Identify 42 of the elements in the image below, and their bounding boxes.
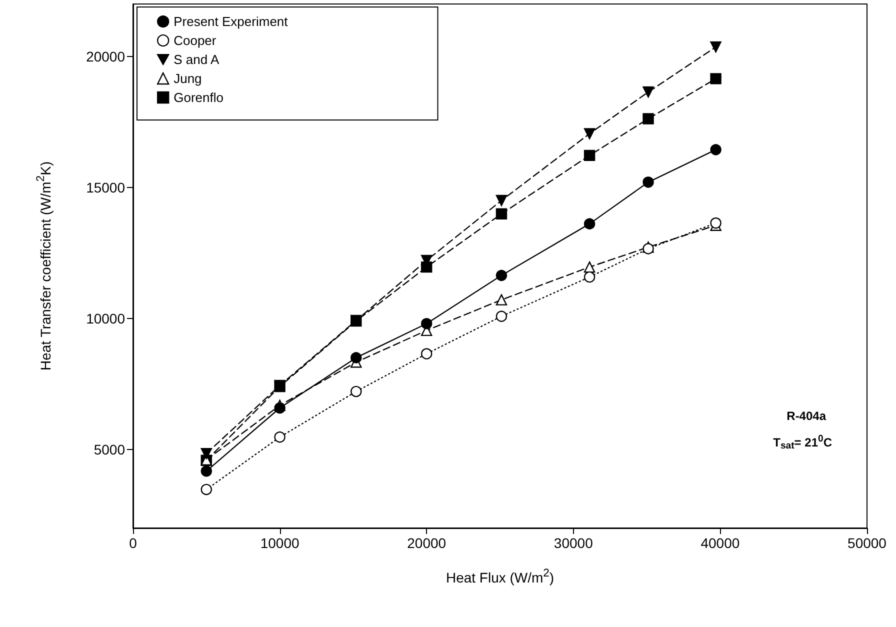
point — [350, 352, 362, 364]
y-tick-label: 5000 — [94, 441, 126, 458]
y-tick-label: 15000 — [86, 179, 126, 196]
point — [496, 310, 508, 322]
annotation: R-404a — [786, 409, 826, 423]
point — [274, 402, 286, 414]
point — [710, 73, 722, 84]
point — [710, 41, 722, 53]
point — [642, 86, 654, 98]
point — [642, 176, 654, 188]
x-tick-label: 40000 — [700, 535, 740, 551]
x-tick-label: 50000 — [848, 535, 887, 551]
point — [350, 386, 362, 398]
point — [200, 484, 212, 496]
point — [496, 208, 508, 220]
point — [584, 128, 596, 140]
legend-label: Present Experiment — [174, 14, 288, 29]
point — [274, 431, 286, 443]
point — [496, 270, 508, 282]
legend-label: S and A — [174, 52, 220, 67]
y-axis-title: Heat Transfer coefficient (W/m2K) — [35, 161, 54, 371]
x-tick-label: 30000 — [554, 535, 594, 551]
point — [200, 466, 212, 477]
point — [496, 194, 508, 206]
point — [710, 144, 722, 156]
point — [642, 113, 654, 124]
legend-label: Jung — [174, 71, 202, 86]
point — [496, 294, 508, 306]
legend-label: Gorenflo — [174, 90, 224, 105]
x-tick-label: 0 — [129, 535, 138, 551]
legend-label: Cooper — [174, 33, 217, 48]
point — [584, 261, 596, 273]
point — [200, 448, 212, 460]
y-tick-label: 10000 — [86, 310, 126, 326]
point — [584, 218, 596, 230]
point — [421, 318, 432, 330]
x-tick-label: 10000 — [260, 535, 300, 551]
x-tick-label: 20000 — [407, 535, 446, 551]
point — [584, 271, 596, 283]
point — [421, 348, 432, 360]
point — [584, 150, 596, 162]
y-tick-label: 20000 — [86, 48, 126, 64]
